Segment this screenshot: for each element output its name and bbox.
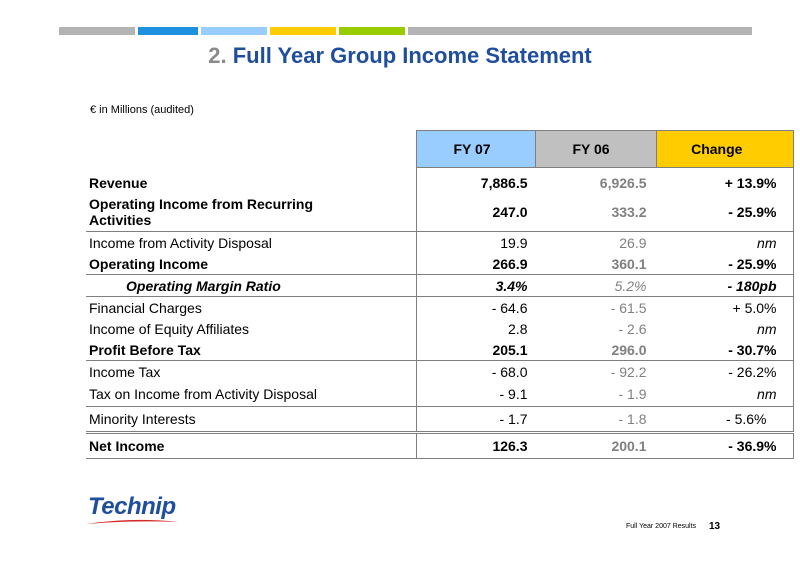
page-number: 13 xyxy=(709,521,721,532)
header-row: FY 07 FY 06 Change xyxy=(86,130,794,168)
row-label: Operating Income from Recurring Activiti… xyxy=(86,193,417,232)
value-fy06: - 1.8 xyxy=(535,406,657,434)
row-label: Net Income xyxy=(86,432,417,459)
page-title: 2. Full Year Group Income Statement xyxy=(0,43,800,69)
value-change: - 180pb xyxy=(656,274,794,297)
header-fy07: FY 07 xyxy=(416,130,536,168)
table-row: Operating Income from Recurring Activiti… xyxy=(86,193,794,232)
value-change: nm xyxy=(656,231,794,253)
value-change: + 5.0% xyxy=(656,296,794,318)
row-label: Revenue xyxy=(89,174,148,191)
value-fy06: 26.9 xyxy=(619,234,647,251)
value-change: + 13.9% xyxy=(656,172,794,193)
value-fy06: 333.2 xyxy=(535,193,657,232)
value-change: - 25.9% xyxy=(656,193,794,232)
value-fy07: 3.4% xyxy=(416,274,536,297)
value-fy07: 19.9 xyxy=(416,231,536,253)
value-fy07: - 64.6 xyxy=(416,296,536,318)
value-fy06: - 92.2 xyxy=(610,363,647,380)
value-change: - 25.9% xyxy=(656,253,794,275)
color-segment-blue xyxy=(138,27,198,35)
table-row: Revenue 7,886.5 6,926.5 + 13.9% xyxy=(86,172,794,193)
header-change: Change xyxy=(656,130,794,168)
value-fy06: 296.0 xyxy=(535,339,657,361)
value-change: - 36.9% xyxy=(656,432,794,459)
value-fy07: - 9.1 xyxy=(416,382,536,407)
table-row: Financial Charges - 64.6 - 61.5 + 5.0% xyxy=(86,296,794,318)
value-fy07: 126.3 xyxy=(416,432,536,459)
table-row: Income Tax - 68.0 - 92.2 - 26.2% xyxy=(86,360,794,382)
value-change: nm xyxy=(656,318,794,339)
value-fy07: 247.0 xyxy=(416,193,536,232)
top-color-bar xyxy=(59,27,752,35)
color-segment-gray-right xyxy=(408,27,752,35)
value-change: nm xyxy=(656,382,794,407)
row-label: Tax on Income from Activity Disposal xyxy=(86,382,417,407)
value-fy06: - 61.5 xyxy=(610,299,647,316)
row-label: Income of Equity Affiliates xyxy=(89,320,250,337)
table-row: Income of Equity Affiliates 2.8 - 2.6 nm xyxy=(86,318,794,339)
value-fy07: - 68.0 xyxy=(416,360,536,382)
row-label: Profit Before Tax xyxy=(86,339,417,361)
color-segment-yellow xyxy=(270,27,336,35)
table-row: Tax on Income from Activity Disposal - 9… xyxy=(86,382,794,407)
value-change: - 5.6% xyxy=(656,406,794,434)
table-row: Net Income 126.3 200.1 - 36.9% xyxy=(86,432,794,459)
value-fy06: 200.1 xyxy=(535,432,657,459)
row-label: Operating Income xyxy=(86,253,417,275)
color-segment-green xyxy=(339,27,405,35)
value-fy06: 360.1 xyxy=(535,253,657,275)
table-row: Operating Income 266.9 360.1 - 25.9% xyxy=(86,253,794,275)
value-fy07: 266.9 xyxy=(416,253,536,275)
value-fy07: 2.8 xyxy=(416,318,536,339)
units-note: € in Millions (audited) xyxy=(90,104,194,116)
value-fy06: - 1.9 xyxy=(535,382,657,407)
table-row: Minority Interests - 1.7 - 1.8 - 5.6% xyxy=(86,406,794,434)
row-label: Financial Charges xyxy=(89,299,202,316)
value-change: - 30.7% xyxy=(656,339,794,361)
value-fy07: 205.1 xyxy=(416,339,536,361)
value-fy06: 6,926.5 xyxy=(599,174,647,191)
row-label: Income from Activity Disposal xyxy=(89,234,272,251)
table-row: Income from Activity Disposal 19.9 26.9 … xyxy=(86,231,794,253)
spacer-row xyxy=(86,167,794,172)
value-fy07: 7,886.5 xyxy=(416,172,536,193)
income-statement-table: FY 07 FY 06 Change Revenue 7,886.5 6,926… xyxy=(86,130,794,459)
value-fy06: - 2.6 xyxy=(618,320,647,337)
header-blank xyxy=(86,131,417,168)
header-fy06: FY 06 xyxy=(535,130,657,168)
table-row: Operating Margin Ratio 3.4% 5.2% - 180pb xyxy=(86,274,794,297)
value-fy06: 5.2% xyxy=(535,274,657,297)
row-label: Income Tax xyxy=(89,363,161,380)
row-label: Minority Interests xyxy=(86,406,417,434)
technip-logo: Technip xyxy=(88,493,176,520)
value-fy07: - 1.7 xyxy=(416,406,536,434)
row-label: Operating Margin Ratio xyxy=(86,274,417,297)
logo-swoosh-icon xyxy=(86,519,178,524)
title-text: Full Year Group Income Statement xyxy=(232,43,592,68)
table-row: Profit Before Tax 205.1 296.0 - 30.7% xyxy=(86,339,794,361)
title-number: 2. xyxy=(208,43,227,68)
color-segment-gray-left xyxy=(59,27,135,35)
value-change: - 26.2% xyxy=(656,360,794,382)
footer-text: Full Year 2007 Results xyxy=(626,523,697,530)
color-segment-lightblue xyxy=(201,27,267,35)
